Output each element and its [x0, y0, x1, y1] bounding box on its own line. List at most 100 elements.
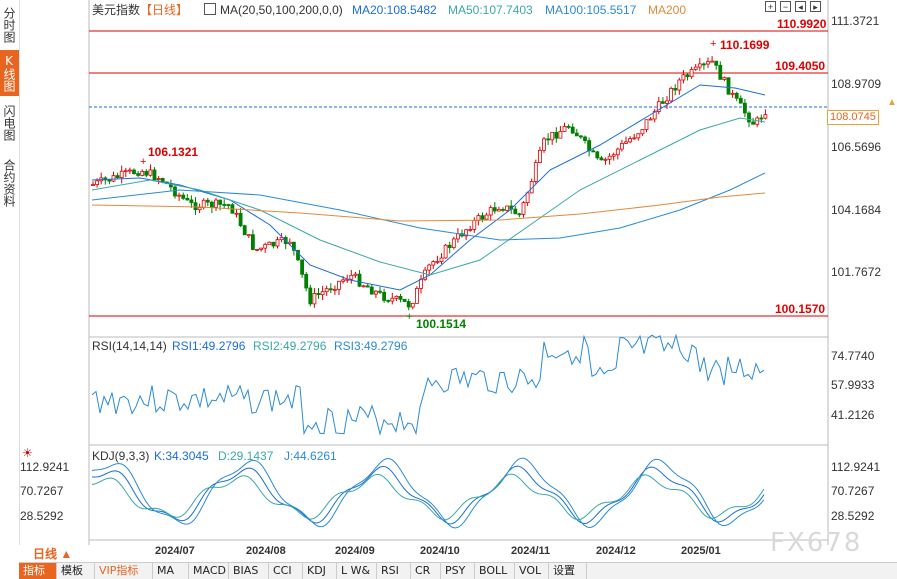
candle-body	[181, 194, 186, 199]
candle-body	[480, 215, 485, 220]
x-axis-label: 2024/08	[246, 545, 286, 557]
candle-body	[291, 241, 296, 251]
kdj-k-line	[91, 465, 765, 525]
candle-body	[693, 66, 698, 70]
tab-indicators[interactable]: 指标	[19, 563, 57, 579]
candle-body	[332, 288, 337, 291]
candle-body	[652, 111, 657, 120]
candle-body	[111, 175, 116, 182]
sidebar: 分时图 K线图 闪电图 合约资料	[0, 0, 20, 545]
candle-body	[730, 92, 735, 95]
candle-body	[636, 133, 641, 139]
ma200-label: MA200	[648, 3, 687, 17]
ma100-value: MA100:105.5517	[545, 3, 637, 17]
candle-body	[554, 131, 559, 139]
candle-body	[320, 291, 325, 296]
candle-body	[152, 169, 157, 181]
tab-kdj[interactable]: KDJ	[303, 563, 337, 579]
candle-body	[759, 117, 764, 120]
ma200-line	[91, 192, 766, 222]
candle-body	[115, 175, 120, 179]
svg-text:+: +	[406, 311, 412, 323]
tab-boll[interactable]: BOLL	[475, 563, 515, 579]
candle-body	[607, 155, 612, 160]
candle-body	[648, 118, 653, 121]
tab-flash-chart[interactable]: 闪电图	[2, 105, 16, 141]
candle-body	[357, 273, 362, 287]
tab-settings[interactable]: 设置	[549, 563, 587, 579]
candle-body	[218, 199, 223, 205]
candle-body	[579, 135, 583, 138]
price-axis-label: 111.3721	[831, 14, 880, 28]
tab-vol[interactable]: VOL	[515, 563, 549, 579]
tab-lwr[interactable]: L W&	[337, 563, 377, 579]
candle-body	[747, 112, 751, 123]
tab-cci[interactable]: CCI	[269, 563, 303, 579]
x-axis-label: 2024/07	[155, 545, 195, 557]
tab-kline[interactable]: K线图	[0, 50, 19, 96]
candle-body	[341, 279, 346, 282]
candle-body	[726, 77, 731, 95]
tab-cr[interactable]: CR	[411, 563, 441, 579]
candle-body	[419, 278, 423, 289]
candle-body	[640, 129, 645, 135]
x-axis-label: 2024/10	[420, 545, 460, 557]
kdj-settings-icon[interactable]: ☀	[22, 446, 33, 460]
annotation-high-left: 106.1321	[148, 145, 199, 159]
tab-contract-info[interactable]: 合约资料	[2, 159, 16, 207]
tab-macd[interactable]: MACD	[189, 563, 229, 579]
zoom-in-icon[interactable]: +	[765, 1, 776, 12]
scroll-right-icon[interactable]: ▸	[810, 1, 821, 12]
tab-ma[interactable]: MA	[153, 563, 189, 579]
tab-timeshare[interactable]: 分时图	[2, 7, 16, 43]
candle-body	[123, 170, 128, 173]
scroll-left-icon[interactable]: ◂	[795, 1, 806, 12]
candle-body	[587, 140, 591, 152]
candle-body	[263, 243, 268, 249]
candle-body	[312, 293, 317, 305]
price-axis-label: 104.1684	[831, 203, 882, 217]
candle-body	[386, 300, 391, 302]
candle-body	[222, 204, 227, 206]
chart-canvas[interactable]: + + +	[0, 0, 897, 545]
candle-body	[328, 288, 333, 291]
x-axis-label: 2024/11	[511, 545, 551, 557]
kdj-params: KDJ(9,3,3)	[92, 449, 150, 463]
tab-templates[interactable]: 模板	[57, 563, 95, 579]
candle-body	[427, 264, 432, 271]
candle-body	[702, 63, 706, 66]
candle-body	[337, 280, 341, 290]
candle-body	[443, 244, 448, 259]
tab-rsi[interactable]: RSI	[377, 563, 411, 579]
tab-vip-indicators[interactable]: VIP指标	[95, 563, 153, 579]
chart-settings-icon[interactable]	[204, 3, 216, 15]
candle-body	[472, 220, 477, 230]
candle-body	[316, 293, 321, 296]
zoom-out-icon[interactable]: −	[780, 1, 791, 12]
candle-body	[185, 197, 190, 201]
candle-body	[521, 202, 526, 215]
candle-body	[361, 285, 366, 288]
candle-body	[177, 194, 182, 197]
kdj-k-value: K:34.3045	[154, 449, 209, 463]
candle-body	[107, 179, 112, 182]
tab-psy[interactable]: PSY	[441, 563, 475, 579]
candle-body	[681, 74, 686, 81]
candle-body	[353, 273, 358, 276]
candle-body	[685, 74, 690, 78]
candle-body	[95, 180, 99, 185]
kdj-axis-left: 112.9241	[20, 460, 70, 474]
period-selector[interactable]: 日线 ▲	[33, 547, 73, 561]
candle-body	[214, 199, 218, 208]
price-axis-label: 108.9709	[831, 77, 882, 91]
candle-body	[669, 88, 673, 102]
candle-body	[242, 225, 247, 236]
kdj-d-line	[91, 473, 765, 521]
candle-body	[665, 100, 669, 104]
candle-body	[734, 92, 739, 99]
candle-body	[611, 154, 616, 157]
candle-body	[234, 212, 239, 215]
candle-body	[697, 63, 702, 68]
candle-body	[144, 170, 149, 176]
tab-bias[interactable]: BIAS	[229, 563, 269, 579]
